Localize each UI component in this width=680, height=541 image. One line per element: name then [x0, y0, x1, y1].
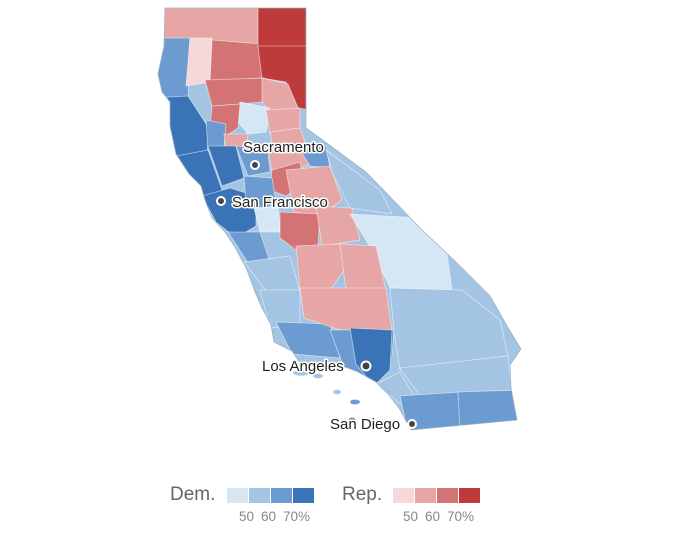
- legend-rep-swatch-2: [415, 488, 436, 503]
- city-dot-los-angeles: [360, 360, 372, 372]
- county-santa-barbara: [275, 321, 341, 359]
- city-label-los-angeles: Los Angeles: [262, 358, 344, 375]
- legend-dem-tick-70: 70%: [283, 509, 311, 524]
- county-los-angeles: [349, 327, 393, 387]
- city-dot-sacramento: [250, 160, 260, 170]
- city-label-sacramento: Sacramento: [243, 139, 324, 156]
- county-trinity: [185, 37, 213, 87]
- island-san-clemente: [348, 417, 356, 423]
- county-del-norte-humboldt: [158, 37, 191, 99]
- legend-rep-tick-50: 50: [403, 509, 419, 524]
- legend-rep-tick-60: 60: [425, 509, 441, 524]
- county-tehama: [204, 77, 265, 107]
- legend-dem: Dem. 50 60 70%: [168, 484, 328, 534]
- county-mono: [325, 148, 393, 215]
- county-modoc-north: [257, 8, 311, 49]
- legend-rep-swatch-1: [393, 488, 414, 503]
- legend-dem-tick-50: 50: [239, 509, 255, 524]
- county-imperial: [457, 389, 521, 430]
- legend-rep-tick-70: 70%: [447, 509, 475, 524]
- legend-rep-swatch-4: [459, 488, 480, 503]
- legend-rep: Rep. 50 60 70%: [340, 484, 500, 534]
- legend-rep-title: Rep.: [342, 484, 383, 505]
- island-santa-cruz: [293, 370, 309, 376]
- city-label-san-francisco: San Francisco: [232, 194, 328, 211]
- legend-dem-title: Dem.: [170, 484, 216, 505]
- legend-dem-swatch-3: [271, 488, 292, 503]
- county-shasta-north: [209, 39, 263, 83]
- island-anacapa: [313, 373, 323, 379]
- legend-dem-swatch-1: [227, 488, 248, 503]
- county-lake: [205, 119, 227, 151]
- city-label-san-diego: San Diego: [330, 416, 400, 433]
- island-santa-barbara: [333, 389, 341, 395]
- legend-dem-swatch-2: [249, 488, 270, 503]
- channel-islands: [293, 370, 360, 423]
- island-catalina: [350, 399, 360, 405]
- legend-dem-tick-60: 60: [261, 509, 277, 524]
- city-dot-san-francisco: [216, 196, 226, 206]
- city-markers: Sacramento San Francisco Los Angeles San…: [216, 138, 417, 435]
- counties: [158, 8, 521, 430]
- legend-dem-swatch-4: [293, 488, 314, 503]
- county-fresno-west: [295, 243, 351, 291]
- city-dot-san-diego: [407, 419, 417, 429]
- legend-rep-swatch-3: [437, 488, 458, 503]
- state-outline: [157, 7, 522, 431]
- county-madera: [315, 205, 361, 247]
